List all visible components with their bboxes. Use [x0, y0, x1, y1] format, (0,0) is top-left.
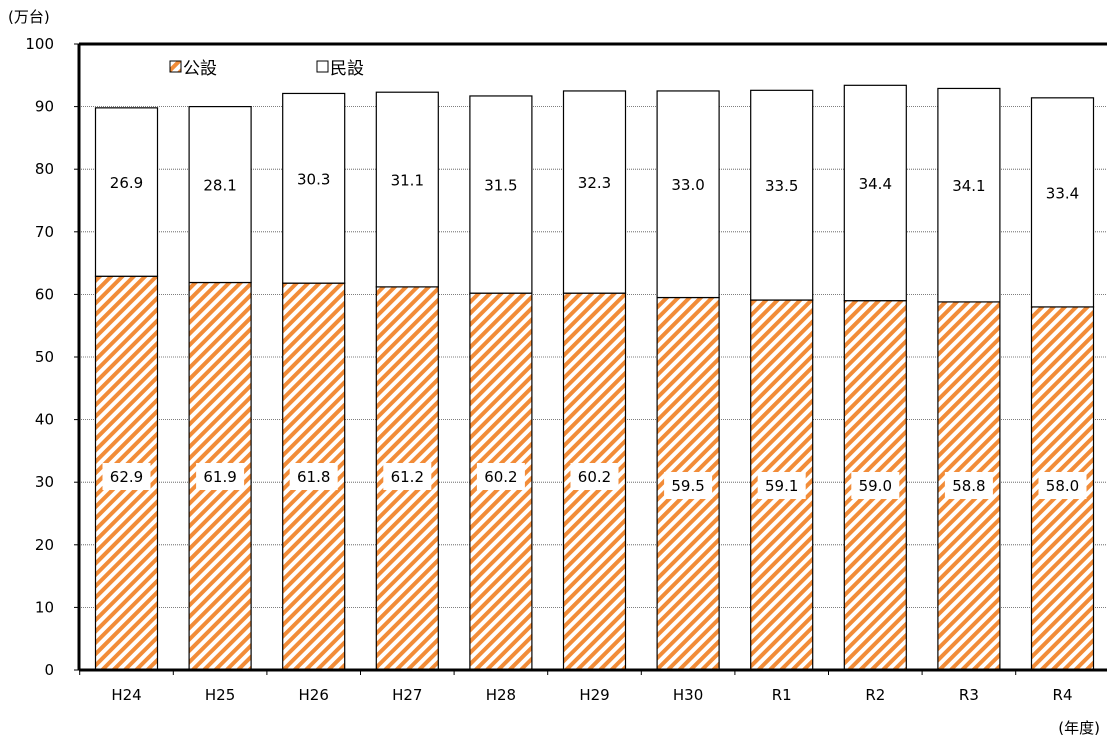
legend-label-private: 民設 [330, 59, 364, 79]
bar-private [1030, 97, 1095, 308]
data-label-private: 34.4 [859, 175, 892, 193]
x-tick-label: H26 [299, 686, 329, 704]
y-tick-label: 40 [35, 411, 54, 429]
y-tick-label: 60 [35, 285, 54, 303]
data-label-private: 32.3 [578, 174, 611, 192]
data-label-public: 59.5 [671, 477, 704, 495]
y-tick-label: 90 [35, 98, 54, 116]
x-unit-label: (年度) [1058, 719, 1100, 737]
x-tick-label: R4 [1053, 686, 1073, 704]
x-tick-label: H30 [673, 686, 703, 704]
data-label-private: 28.1 [203, 177, 236, 195]
y-tick-label: 10 [35, 598, 54, 616]
bar-private [750, 89, 814, 301]
x-tick-label: H29 [579, 686, 609, 704]
x-tick-label: H27 [392, 686, 422, 704]
data-label-private: 34.1 [952, 177, 985, 195]
bar-private [843, 84, 907, 302]
bar-private [94, 107, 159, 277]
data-label-bg [476, 463, 525, 490]
data-label-public: 62.9 [110, 468, 143, 486]
bar-private [562, 90, 627, 294]
data-label-bg [944, 472, 993, 499]
data-label-private: 33.4 [1046, 184, 1079, 202]
x-tick-label: R2 [865, 686, 885, 704]
data-label-private: 30.3 [297, 170, 330, 188]
data-label-public: 58.8 [952, 477, 985, 495]
data-label-bg [570, 463, 619, 490]
x-tick-label: R3 [959, 686, 979, 704]
bar-private [282, 92, 346, 284]
y-tick-label: 30 [35, 473, 54, 491]
y-tick-label: 0 [44, 661, 54, 679]
data-label-bg [383, 463, 432, 490]
bar-private [188, 105, 252, 284]
data-label-public: 59.0 [859, 477, 892, 495]
data-label-public: 61.2 [391, 468, 424, 486]
bars: 62.9 26.9 61.9 28.1 61.8 30.3 61.2 31.1 60.2 31.5… [94, 84, 1095, 671]
data-label-private: 31.1 [391, 172, 424, 190]
legend-swatch-public [169, 60, 182, 73]
data-label-public: 60.2 [484, 468, 517, 486]
data-label-public: 60.2 [578, 468, 611, 486]
legend: 公設 民設 [169, 59, 364, 79]
data-label-public: 59.1 [765, 477, 798, 495]
x-tick-label: R1 [772, 686, 792, 704]
y-axis-ticks: 0 10 20 30 40 50 60 70 80 90 100 [25, 35, 79, 679]
data-label-private: 26.9 [110, 174, 143, 192]
data-label-bg [1038, 472, 1087, 499]
data-label-public: 61.8 [297, 468, 330, 486]
y-tick-label: 100 [25, 35, 54, 53]
x-axis-ticks: H24 H25 H26 H27 H28 H29 H30 R1 R2 R3 R4 [79, 670, 1073, 704]
x-tick-label: H24 [111, 686, 141, 704]
bar-private [469, 95, 533, 294]
data-label-public: 61.9 [203, 468, 236, 486]
bar-private [656, 90, 720, 299]
data-label-bg [289, 463, 338, 490]
axes [77, 42, 1107, 672]
legend-label-public: 公設 [183, 59, 217, 79]
x-tick-label: H28 [486, 686, 516, 704]
bar-private [375, 91, 439, 288]
data-label-private: 33.0 [671, 176, 704, 194]
y-tick-label: 50 [35, 348, 54, 366]
y-tick-label: 20 [35, 536, 54, 554]
data-label-bg [757, 472, 806, 499]
y-tick-label: 80 [35, 160, 54, 178]
data-label-bg [196, 463, 245, 490]
bar-private [937, 87, 1001, 303]
y-tick-label: 70 [35, 223, 54, 241]
data-label-bg [102, 463, 151, 490]
data-label-private: 31.5 [484, 177, 517, 195]
data-label-bg [664, 472, 713, 499]
legend-swatch-private [316, 60, 329, 73]
data-label-public: 58.0 [1046, 477, 1079, 495]
y-unit-label: (万台) [8, 8, 50, 26]
data-label-bg [851, 472, 900, 499]
x-tick-label: H25 [205, 686, 235, 704]
data-label-private: 33.5 [765, 177, 798, 195]
